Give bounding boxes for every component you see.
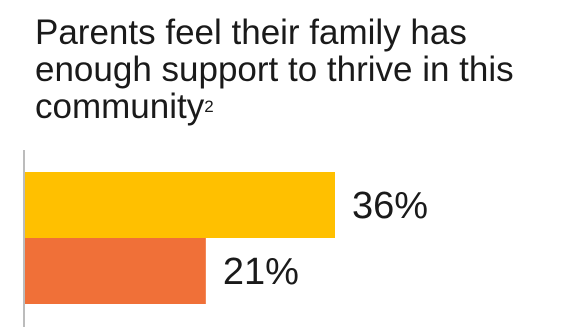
chart-title-footnote: 2 — [204, 97, 214, 116]
chart-title: Parents feel their family has enough sup… — [35, 14, 555, 125]
bar-1 — [25, 172, 335, 238]
data-label-2: 21% — [223, 251, 299, 293]
data-labels: 36% 21% — [223, 185, 428, 293]
data-label-1: 36% — [352, 185, 428, 227]
bar-2 — [25, 238, 206, 304]
bar-series — [25, 172, 335, 304]
chart-title-text: Parents feel their family has enough sup… — [35, 13, 514, 126]
